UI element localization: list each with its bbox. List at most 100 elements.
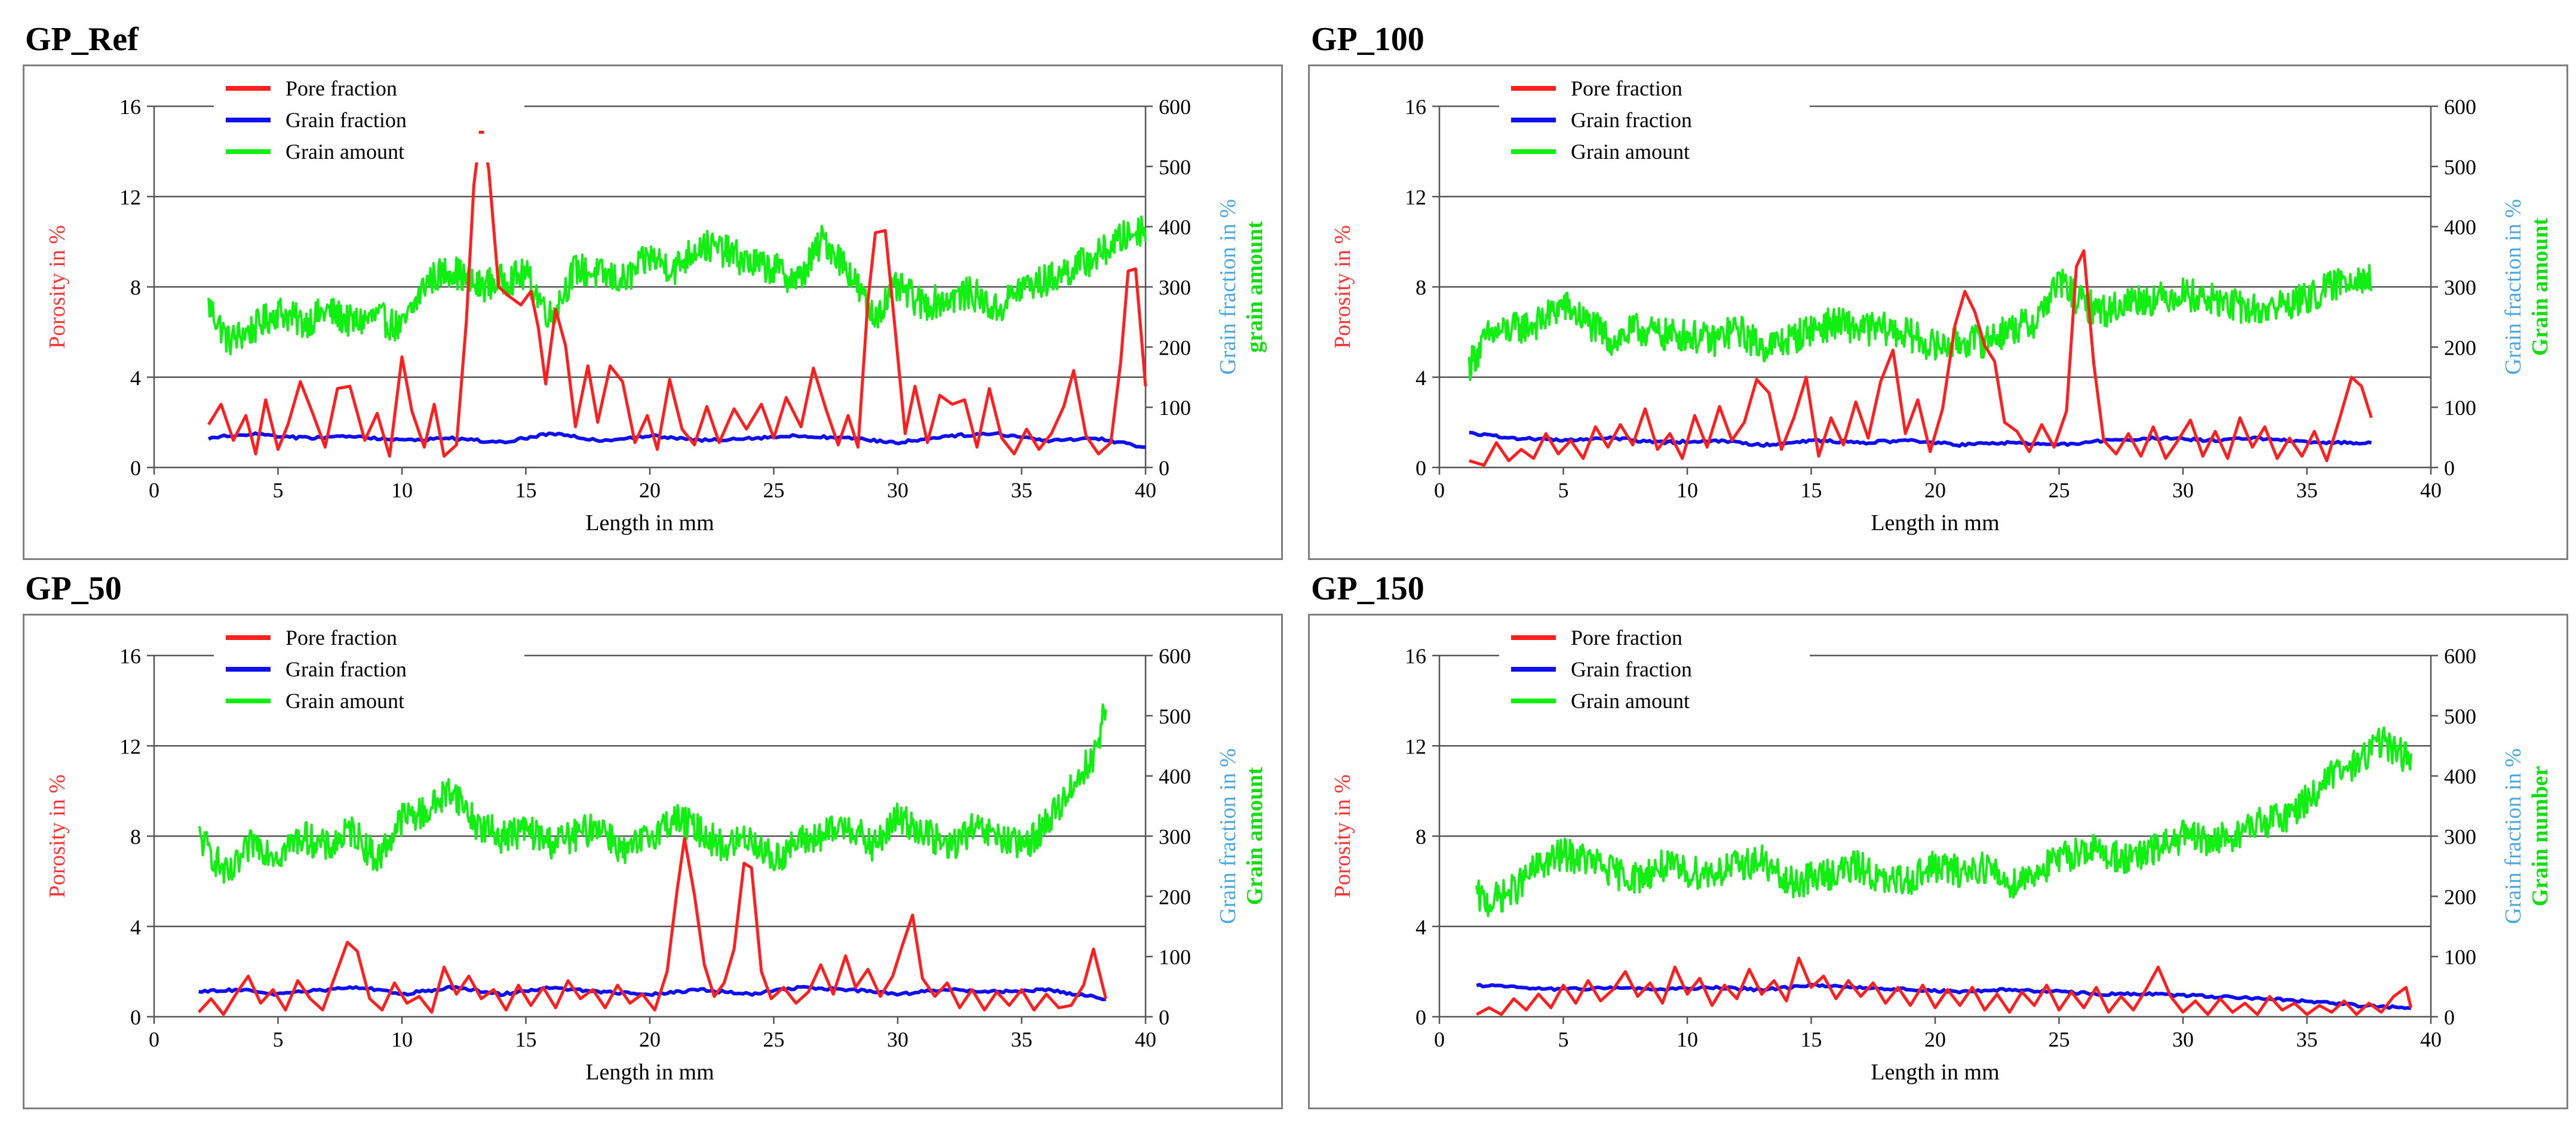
x-tick-label: 15 [1801,1027,1822,1051]
y2-tick-label: 0 [1159,1005,1169,1029]
legend-bg [1499,651,1810,680]
legend-pore-fraction-label: Pore fraction [285,76,397,100]
x-tick-label: 30 [887,1027,908,1051]
y-axis-title: Porosity in % [45,774,70,898]
y2-axis-title-amount: Grain number [2528,766,2553,907]
series-pore-fraction [197,836,1108,1016]
x-tick-label: 40 [1135,1027,1156,1051]
chart-gp-100: 0 5 10 15 20 25 30 35 40048121601002003004005006… [1330,70,2553,536]
y2-tick-label: 100 [2444,945,2476,969]
y-axis-title: Porosity in % [1330,225,1355,349]
y2-tick-label: 200 [2444,885,2476,909]
y-tick-label: 16 [119,95,141,119]
x-tick-label: 35 [2296,478,2318,502]
x-tick-label: 40 [2420,1027,2442,1051]
legend-grain-amount-label: Grain amount [285,689,404,713]
x-tick-label: 5 [273,1027,284,1051]
legend-bg [214,134,524,162]
y-tick-label: 12 [119,185,141,209]
y2-tick-label: 400 [2444,765,2476,789]
x-tick-label: 25 [763,478,785,502]
y2-tick-label: 0 [2444,456,2455,480]
y2-tick-label: 600 [1159,95,1191,119]
legend-pore-fraction-label: Pore fraction [1571,626,1682,650]
legend-grain-amount-label: Grain amount [285,140,404,164]
x-tick-label: 40 [2420,478,2442,502]
x-tick-label: 30 [2172,1027,2194,1051]
y2-axis-title-amount: Grain amount [2528,218,2553,356]
legend-grain-amount-label: Grain amount [1571,689,1690,713]
y-tick-label: 0 [1416,1005,1426,1029]
y2-axis-title-amount: grain amount [1242,221,1267,353]
series-pore-fraction [1469,249,2373,467]
x-tick-label: 10 [1677,478,1698,502]
x-tick-label: 30 [887,478,908,502]
legend-grain-fraction-label: Grain fraction [285,657,407,681]
y2-axis-title-amount: Grain amount [1242,767,1267,906]
y2-tick-label: 300 [2444,276,2476,300]
x-axis-title: Length in mm [1871,510,1999,536]
y-tick-label: 8 [1416,276,1426,300]
y-tick-label: 8 [130,276,141,300]
x-tick-label: 35 [1011,478,1033,502]
y2-tick-label: 300 [2444,825,2476,849]
y-tick-label: 0 [130,456,141,480]
legend-bg [214,70,524,99]
legend-pore-fraction-label: Pore fraction [1571,76,1682,100]
x-tick-label: 10 [1677,1027,1698,1051]
chart-gp-ref: 0 5 10 15 20 25 30 35 40048121601002003004005006… [45,70,1267,536]
legend-bg [214,683,524,712]
legend-grain-amount-label: Grain amount [1571,140,1690,164]
y2-tick-label: 100 [2444,396,2476,420]
x-axis-title: Length in mm [1871,1060,1999,1085]
y2-tick-label: 300 [1159,825,1191,849]
x-tick-label: 5 [1558,1027,1569,1051]
legend-bg [1499,683,1810,712]
y-tick-label: 16 [119,644,141,668]
y-tick-label: 0 [1416,456,1426,480]
x-axis-title: Length in mm [585,510,714,536]
x-tick-label: 15 [515,1027,537,1051]
x-tick-label: 20 [1924,1027,1946,1051]
legend-bg [214,620,524,648]
x-tick-label: 20 [1924,478,1946,502]
x-axis-title: Length in mm [585,1060,714,1085]
x-tick-label: 0 [149,1027,159,1051]
x-tick-label: 10 [391,478,413,502]
x-tick-label: 35 [1011,1027,1033,1051]
series-grain-fraction [198,985,1107,1002]
y2-axis-title-fraction: Grain fraction in % [2501,748,2526,924]
x-tick-label: 15 [1801,478,1822,502]
series-grain-amount [1467,264,2373,382]
y-tick-label: 12 [1405,734,1426,758]
x-tick-label: 0 [1434,478,1445,502]
panel-title-gp-ref: GP_Ref [25,21,139,58]
y-tick-label: 4 [130,366,141,390]
legend-grain-fraction-label: Grain fraction [1571,657,1692,681]
legend-bg [1499,102,1810,131]
series-grain-amount [198,703,1107,884]
panel-title-gp-150: GP_150 [1311,570,1424,607]
series-grain-amount [207,215,1147,356]
legend-bg [214,651,524,680]
x-tick-label: 10 [391,1027,413,1051]
y2-tick-label: 0 [1159,456,1169,480]
y2-tick-label: 600 [2444,95,2476,119]
y2-tick-label: 0 [2444,1005,2455,1029]
series-grain-amount [1475,726,2412,918]
y2-tick-label: 400 [1159,765,1191,789]
y-tick-label: 16 [1405,644,1426,668]
y-tick-label: 0 [130,1005,141,1029]
legend-pore-fraction-label: Pore fraction [285,626,397,650]
x-tick-label: 5 [1558,478,1569,502]
panel-title-gp-50: GP_50 [25,570,122,607]
legend-bg [214,102,524,131]
legend-grain-fraction-label: Grain fraction [285,108,407,132]
y2-axis-title-fraction: Grain fraction in % [2501,199,2526,374]
x-tick-label: 25 [2049,1027,2070,1051]
y-tick-label: 12 [1405,185,1426,209]
legend-grain-fraction-label: Grain fraction [1571,108,1692,132]
y2-tick-label: 500 [2444,155,2476,179]
y2-tick-label: 600 [1159,644,1191,668]
x-tick-label: 20 [639,1027,661,1051]
